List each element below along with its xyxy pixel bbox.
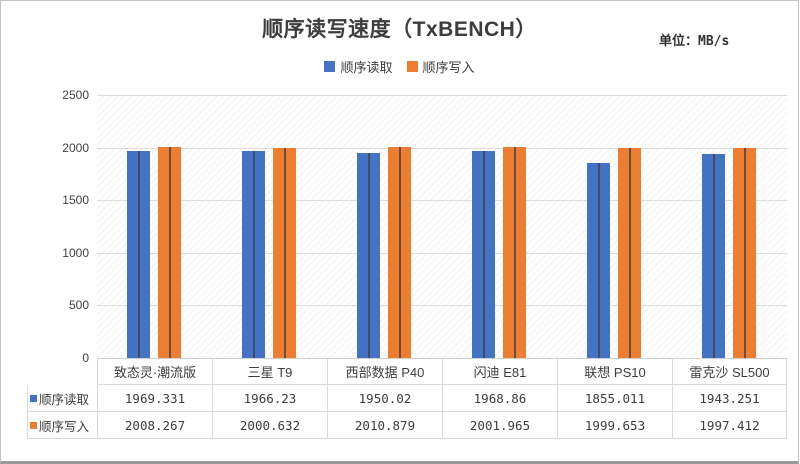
gridline <box>97 252 787 254</box>
unit-label: 单位：MB/s <box>659 34 730 49</box>
value-cell: 1997.412 <box>672 412 787 439</box>
data-table: 致态灵·潮流版 三星 T9 西部数据 P40 闪迪 E81 联想 PS10 雷克沙 SL5… <box>27 358 787 439</box>
category-group <box>442 95 557 359</box>
table-row-label: 顺序写入 <box>27 412 97 439</box>
bar-read-2 <box>357 152 380 359</box>
value-cell: 1966.23 <box>212 385 327 412</box>
bar-write-2 <box>388 146 411 358</box>
row-label-text: 顺序读取 <box>39 392 90 407</box>
category-header: 致态灵·潮流版 <box>97 358 212 385</box>
category-header: 闪迪 E81 <box>442 358 557 385</box>
legend-item-write: 顺序写入 <box>406 57 475 76</box>
value-cell: 1969.331 <box>97 385 212 412</box>
value-cell: 1943.251 <box>672 385 787 412</box>
value-cell: 2000.632 <box>212 412 327 439</box>
legend-item-read: 顺序读取 <box>324 57 393 76</box>
value-cell: 2008.267 <box>97 412 212 439</box>
category-group <box>212 95 327 358</box>
plot-area <box>97 95 787 359</box>
legend-label-write: 顺序写入 <box>422 60 475 75</box>
read-swatch-icon <box>30 394 37 402</box>
bar-write-0 <box>158 146 181 359</box>
bar-write-3 <box>503 147 526 358</box>
y-tick-label: 2500 <box>62 88 89 102</box>
gridline <box>97 95 787 96</box>
legend: 顺序读取 顺序写入 <box>1 57 798 76</box>
category-group <box>672 95 787 359</box>
chart-title: 顺序读写速度（TxBENCH） <box>262 18 537 41</box>
y-tick-label: 1500 <box>62 193 89 208</box>
value-cell: 2010.879 <box>327 412 442 439</box>
row-label-text: 顺序写入 <box>39 419 90 434</box>
value-cell: 1950.02 <box>327 385 442 412</box>
category-group <box>97 95 212 359</box>
y-tick-label: 500 <box>68 298 89 313</box>
value-cell: 1855.011 <box>557 385 672 412</box>
gridline <box>97 200 787 202</box>
y-tick-label: 0 <box>82 351 89 365</box>
bar-write-5 <box>733 147 756 359</box>
bar-read-4 <box>587 162 610 359</box>
read-swatch-icon <box>324 61 336 72</box>
bar-write-4 <box>618 147 641 359</box>
bar-read-1 <box>242 151 265 358</box>
category-group <box>557 95 672 359</box>
category-header: 西部数据 P40 <box>327 358 442 385</box>
bar-read-5 <box>702 153 725 359</box>
value-cell: 1999.653 <box>557 412 672 439</box>
y-tick-label: 2000 <box>62 140 89 155</box>
bar-read-0 <box>127 150 150 359</box>
y-tick-label: 1000 <box>62 245 89 260</box>
category-group <box>327 95 442 359</box>
value-cell: 2001.965 <box>442 412 557 439</box>
gridline <box>97 305 787 307</box>
table-corner <box>27 358 97 385</box>
value-cell: 1968.86 <box>442 385 557 412</box>
category-header: 联想 PS10 <box>557 358 672 385</box>
legend-label-read: 顺序读取 <box>340 60 393 75</box>
gridline <box>97 147 787 149</box>
bar-write-1 <box>273 147 296 358</box>
write-swatch-icon <box>30 421 37 429</box>
table-row-label: 顺序读取 <box>27 385 97 412</box>
bar-read-3 <box>472 150 495 359</box>
category-header: 三星 T9 <box>212 358 327 385</box>
category-header: 雷克沙 SL500 <box>672 358 787 385</box>
write-swatch-icon <box>406 61 418 72</box>
